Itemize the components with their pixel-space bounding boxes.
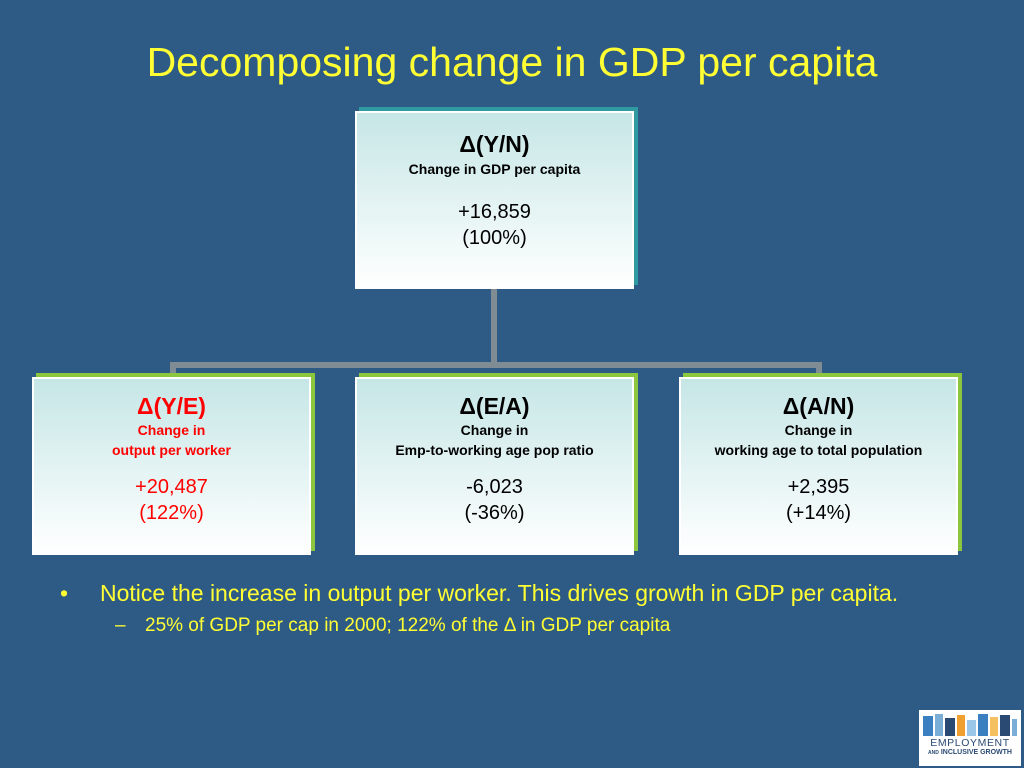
child-node-box-employment-ratio: Δ(E/A) Change in Emp-to-working age pop … xyxy=(355,377,634,555)
child-node-symbol: Δ(Y/E) xyxy=(137,393,206,419)
child-node-box-output-per-worker: Δ(Y/E) Change in output per worker +20,4… xyxy=(32,377,311,555)
connector-horizontal xyxy=(170,362,822,368)
sub-bullet-marker: – xyxy=(115,615,126,636)
child-node-value: +20,487 xyxy=(135,476,208,498)
logo-graphic-icon xyxy=(923,714,1017,736)
slide-title: Decomposing change in GDP per capita xyxy=(146,39,878,85)
root-node-value: +16,859 xyxy=(458,201,531,223)
child-node-label-line1: Change in xyxy=(460,422,529,438)
logo-text-line2: AND INCLUSIVE GROWTH xyxy=(923,749,1017,757)
sub-bullet-item: – 25% of GDP per cap in 2000; 122% of th… xyxy=(60,614,940,638)
child-node-percent: (-36%) xyxy=(464,502,525,524)
child-node-label-line2: Emp-to-working age pop ratio xyxy=(395,442,594,458)
connector-vertical-right xyxy=(816,362,822,378)
logo-text-inclusive-growth: INCLUSIVE GROWTH xyxy=(940,749,1012,756)
connector-vertical-root xyxy=(491,288,497,368)
child-node-value: +2,395 xyxy=(787,476,850,498)
logo-text-and: AND xyxy=(928,750,939,756)
child-node-box-working-age-share: Δ(A/N) Change in working age to total po… xyxy=(679,377,958,555)
root-node-symbol: Δ(Y/N) xyxy=(459,131,530,157)
child-node-label-line2: output per worker xyxy=(111,442,231,458)
logo-text-line1: EMPLOYMENT xyxy=(930,737,1010,749)
child-node-percent: (122%) xyxy=(139,502,204,524)
bullet-item: • Notice the increase in output per work… xyxy=(60,578,940,608)
child-node-label-line1: Change in xyxy=(137,422,206,438)
child-node-symbol: Δ(A/N) xyxy=(782,393,855,419)
child-node-label-line1: Change in xyxy=(784,422,853,438)
child-node-percent: (+14%) xyxy=(785,502,852,524)
root-node-box: Δ(Y/N) Change in GDP per capita +16,859 … xyxy=(355,111,634,289)
child-node-value: -6,023 xyxy=(466,476,523,498)
child-node-symbol: Δ(E/A) xyxy=(459,393,530,419)
child-node-label-line2: working age to total population xyxy=(714,442,923,458)
notes-list: • Notice the increase in output per work… xyxy=(60,578,940,638)
employment-inclusive-growth-logo: EMPLOYMENT AND INCLUSIVE GROWTH xyxy=(919,710,1021,766)
connector-vertical-left xyxy=(170,362,176,378)
bullet-marker: • xyxy=(60,580,69,606)
bullet-text: Notice the increase in output per worker… xyxy=(100,580,899,606)
sub-bullet-text: 25% of GDP per cap in 2000; 122% of the … xyxy=(145,615,671,636)
root-node-percent: (100%) xyxy=(462,227,527,249)
root-node-label: Change in GDP per capita xyxy=(408,161,581,177)
